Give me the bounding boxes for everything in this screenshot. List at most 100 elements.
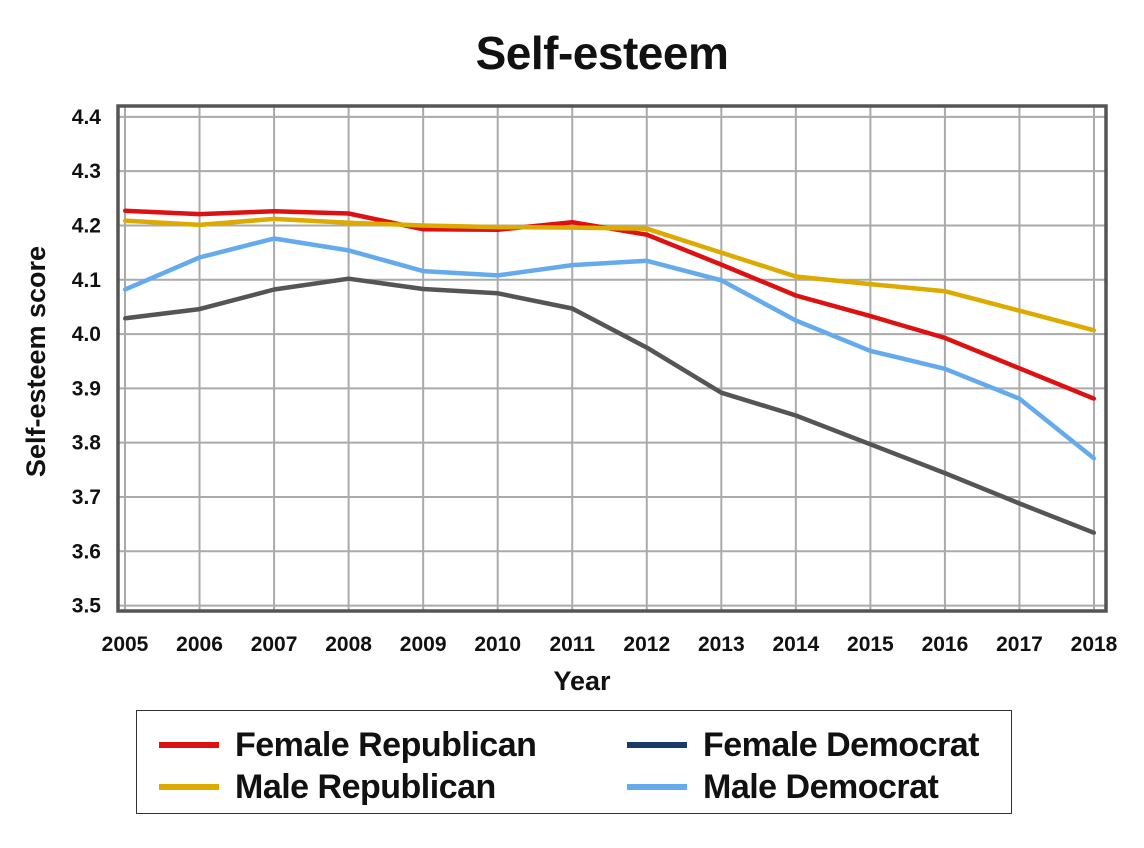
data-point-male-republican-2010 <box>495 225 500 230</box>
data-point-male-democrat-2016 <box>942 366 947 371</box>
data-point-male-republican-2006 <box>197 222 202 227</box>
data-point-male-democrat-2005 <box>123 287 127 292</box>
data-point-male-republican-2016 <box>942 289 947 294</box>
data-point-male-democrat-2014 <box>793 318 798 323</box>
data-point-female-republican-2017 <box>1017 366 1022 371</box>
legend-item-female-democrat: Female Democrat <box>627 723 979 767</box>
legend: Female Republican Female Democrat Male R… <box>136 710 1012 814</box>
data-point-male-republican-2009 <box>421 223 426 228</box>
data-point-male-democrat-2009 <box>421 269 426 274</box>
data-point-female-republican-2007 <box>272 209 277 214</box>
y-tick-label-4-0: 4.0 <box>72 323 101 346</box>
data-point-male-republican-2007 <box>272 216 277 221</box>
data-point-male-democrat-2013 <box>719 278 724 283</box>
x-tick-label-2013: 2013 <box>698 633 745 656</box>
legend-swatch-male-democrat <box>627 784 687 790</box>
data-point-male-republican-2008 <box>346 220 351 225</box>
y-tick-label-4-4: 4.4 <box>72 106 102 129</box>
series-line-male-republican <box>124 216 1095 333</box>
x-tick-label-2014: 2014 <box>772 633 819 656</box>
x-tick-label-2017: 2017 <box>996 633 1043 656</box>
data-point-female-democrat-2008 <box>346 276 351 281</box>
grid-layer <box>118 106 1106 611</box>
x-tick-label-2011: 2011 <box>549 633 595 656</box>
legend-label-male-republican: Male Republican <box>235 767 496 806</box>
y-tick-label-4-2: 4.2 <box>72 214 101 237</box>
x-tick-label-2005: 2005 <box>102 633 149 656</box>
data-point-female-democrat-2018 <box>1092 530 1096 535</box>
legend-swatch-female-democrat <box>627 742 687 748</box>
data-point-female-republican-2009 <box>421 227 426 232</box>
x-tick-label-2009: 2009 <box>400 633 447 656</box>
x-tick-label-2008: 2008 <box>325 633 372 656</box>
data-point-male-republican-2012 <box>644 226 649 231</box>
data-point-female-democrat-2015 <box>868 442 873 447</box>
data-point-female-democrat-2013 <box>719 390 724 395</box>
x-tick-label-2007: 2007 <box>251 633 298 656</box>
legend-swatch-male-republican <box>159 784 219 790</box>
data-point-male-democrat-2017 <box>1017 396 1022 401</box>
legend-label-female-republican: Female Republican <box>235 725 537 764</box>
plot-frame <box>116 104 1108 613</box>
series-line-female-democrat <box>124 276 1095 535</box>
legend-label-male-democrat: Male Democrat <box>703 767 939 806</box>
legend-label-female-democrat: Female Democrat <box>703 725 979 764</box>
data-point-male-republican-2005 <box>123 218 127 223</box>
data-point-female-democrat-2005 <box>123 316 127 321</box>
x-tick-label-2016: 2016 <box>922 633 969 656</box>
y-tick-label-4-1: 4.1 <box>72 269 102 292</box>
data-point-male-republican-2011 <box>570 225 575 230</box>
y-tick-label-3-9: 3.9 <box>72 377 101 400</box>
y-tick-label-3-8: 3.8 <box>72 432 102 455</box>
y-tick-label-3-7: 3.7 <box>72 486 101 509</box>
data-point-female-democrat-2010 <box>495 291 500 296</box>
data-point-female-democrat-2011 <box>570 306 575 311</box>
data-point-male-republican-2014 <box>793 274 798 279</box>
data-point-female-republican-2013 <box>719 262 724 267</box>
data-point-female-democrat-2014 <box>793 413 798 418</box>
data-point-male-democrat-2015 <box>868 348 873 353</box>
chart-title: Self-esteem <box>475 27 729 79</box>
data-point-female-republican-2011 <box>570 220 575 225</box>
data-point-female-republican-2016 <box>942 335 947 340</box>
legend-item-male-republican: Male Republican <box>159 765 496 809</box>
x-tick-label-2018: 2018 <box>1071 633 1118 656</box>
x-tick-label-2010: 2010 <box>474 633 521 656</box>
data-point-female-republican-2018 <box>1092 396 1096 401</box>
data-point-male-democrat-2006 <box>197 255 202 260</box>
y-axis-ticks: 3.5 3.6 3.7 3.8 3.9 4.0 4.1 4.2 4.3 4.4 <box>72 106 102 618</box>
y-tick-label-4-3: 4.3 <box>72 160 101 183</box>
data-point-female-republican-2005 <box>123 208 127 213</box>
data-point-male-democrat-2007 <box>272 236 277 241</box>
y-axis-title: Self-esteem score <box>21 246 51 477</box>
legend-item-female-republican: Female Republican <box>159 723 537 767</box>
data-point-female-democrat-2006 <box>197 307 202 312</box>
x-axis-title: Year <box>553 666 611 696</box>
series-line-male-democrat <box>124 236 1096 461</box>
data-point-female-republican-2006 <box>197 212 202 217</box>
data-point-female-democrat-2007 <box>272 287 277 292</box>
data-point-male-democrat-2011 <box>570 263 575 268</box>
data-point-female-democrat-2017 <box>1017 501 1022 506</box>
data-point-female-democrat-2012 <box>644 345 649 350</box>
data-point-male-democrat-2018 <box>1092 456 1096 461</box>
data-point-female-republican-2012 <box>644 232 649 237</box>
x-axis-ticks: 2005 2006 2007 2008 2009 2010 2011 2012 2013 2014… <box>102 633 1118 656</box>
legend-swatch-female-republican <box>159 742 219 748</box>
x-tick-label-2006: 2006 <box>176 633 223 656</box>
y-tick-label-3-6: 3.6 <box>72 540 101 563</box>
series-layer <box>123 208 1096 535</box>
x-tick-label-2015: 2015 <box>847 633 894 656</box>
data-point-female-democrat-2009 <box>421 286 426 291</box>
data-point-male-republican-2017 <box>1017 308 1022 313</box>
data-point-male-democrat-2008 <box>346 248 351 253</box>
x-tick-label-2012: 2012 <box>623 633 670 656</box>
legend-item-male-democrat: Male Democrat <box>627 765 939 809</box>
data-point-female-republican-2008 <box>346 211 351 216</box>
data-point-female-republican-2015 <box>868 314 873 319</box>
data-point-male-republican-2018 <box>1092 328 1096 333</box>
data-point-female-democrat-2016 <box>942 471 947 476</box>
y-tick-label-3-5: 3.5 <box>72 595 102 618</box>
data-point-male-republican-2013 <box>719 250 724 255</box>
